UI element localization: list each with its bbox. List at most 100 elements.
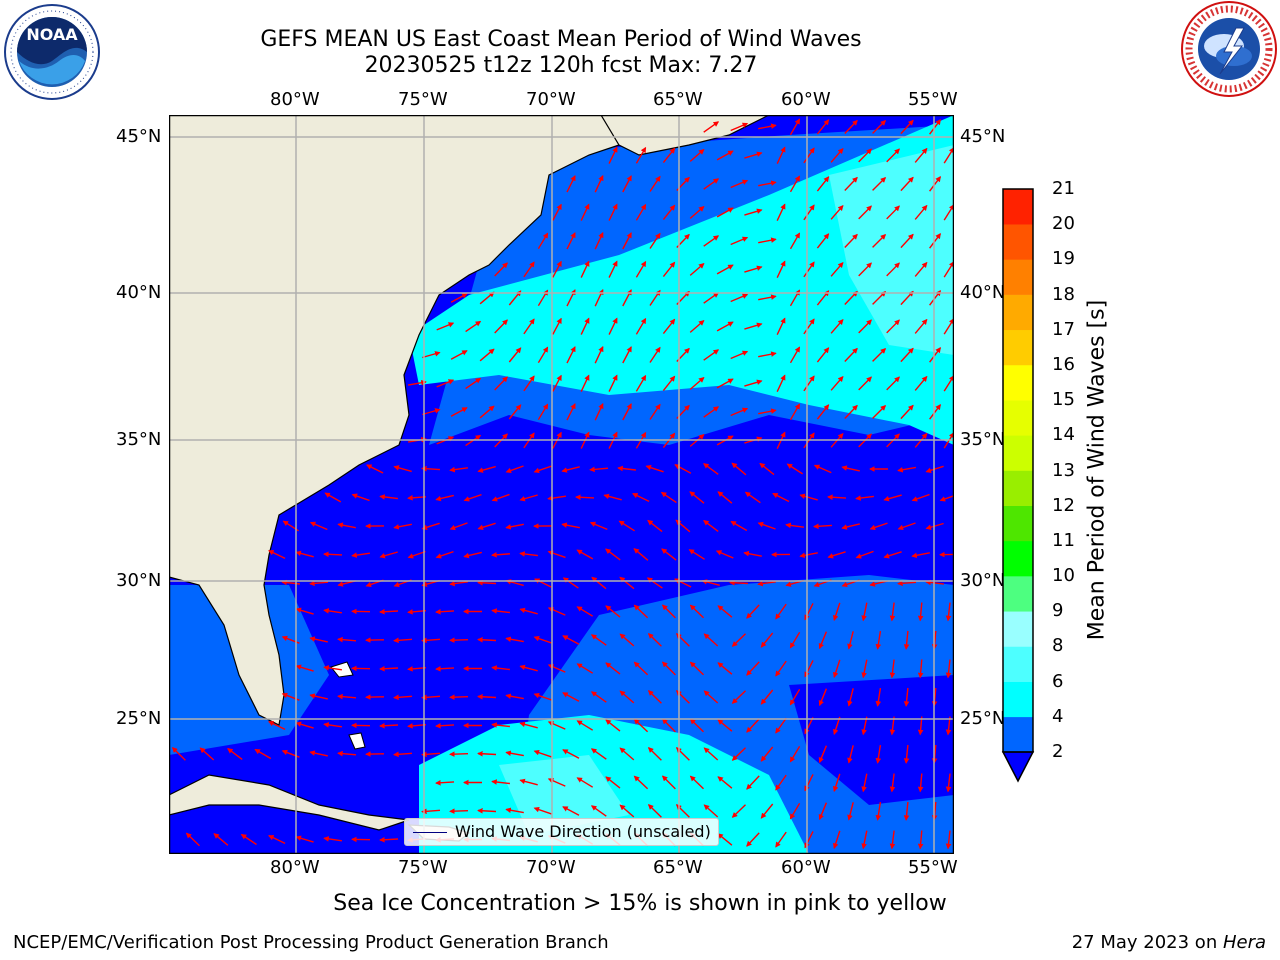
wind-wave-arrow	[605, 662, 621, 675]
wind-wave-arrow	[776, 374, 786, 392]
wind-wave-arrow	[886, 148, 900, 163]
wind-wave-arrow	[508, 404, 522, 420]
wind-wave-arrow	[407, 379, 427, 386]
wind-wave-arrow	[758, 351, 777, 358]
wind-wave-arrow	[746, 832, 760, 847]
wind-wave-arrow	[491, 493, 510, 502]
wind-wave-arrow	[268, 834, 286, 845]
wind-wave-arrow	[689, 661, 704, 676]
wind-wave-arrow	[776, 146, 786, 164]
wind-wave-arrow	[760, 632, 774, 648]
wind-wave-arrow	[566, 346, 576, 364]
wind-wave-arrow	[730, 122, 749, 132]
wind-wave-arrow	[537, 346, 549, 364]
wind-wave-arrow	[449, 522, 468, 531]
noaa-logo: NOAA	[4, 4, 100, 100]
wind-wave-arrow	[605, 605, 621, 618]
colorbar-band	[1003, 646, 1033, 682]
wind-wave-arrow	[622, 403, 632, 421]
wind-wave-arrow	[689, 376, 705, 390]
wind-wave-arrow	[605, 719, 621, 732]
wind-wave-arrow	[435, 608, 455, 615]
wind-wave-arrow	[635, 374, 647, 392]
wind-wave-arrow	[816, 119, 830, 135]
wind-wave-arrow	[463, 493, 482, 502]
wind-wave-arrow	[703, 520, 719, 532]
wind-wave-arrow	[872, 347, 887, 362]
wind-wave-arrow	[562, 577, 579, 589]
wind-wave-arrow	[789, 802, 801, 820]
wind-wave-arrow	[943, 318, 954, 335]
wind-wave-arrow	[619, 633, 635, 647]
wind-wave-arrow	[552, 317, 562, 335]
wind-wave-arrow	[730, 407, 749, 417]
wind-wave-arrow	[757, 521, 776, 530]
colorbar-band	[1003, 224, 1033, 260]
wind-wave-arrow	[662, 204, 676, 221]
colorbar-extend-arrow	[1001, 751, 1035, 783]
wind-wave-arrow	[858, 148, 872, 163]
map-subtitle: 20230525 t12z 120h fcst Max: 7.27	[364, 53, 758, 78]
colorbar-band	[1003, 716, 1033, 753]
wind-wave-arrow	[730, 520, 748, 532]
wind-wave-arrow	[494, 319, 508, 334]
wind-wave-arrow	[547, 495, 567, 501]
wind-wave-arrow	[816, 233, 830, 249]
wind-wave-arrow	[393, 465, 412, 473]
wind-wave-arrow	[900, 347, 914, 363]
wind-wave-arrow	[351, 493, 370, 502]
wind-wave-arrow	[827, 494, 847, 501]
wind-wave-arrow	[477, 522, 496, 530]
wind-wave-arrow	[619, 804, 635, 818]
wind-wave-arrow	[309, 750, 328, 757]
wind-wave-arrow	[576, 663, 594, 674]
lon-tick-top: 75°W	[398, 89, 448, 110]
colorbar-band	[1003, 259, 1033, 295]
wind-wave-arrow	[407, 550, 426, 559]
colorbar-band	[1003, 189, 1033, 225]
wind-wave-arrow	[775, 831, 787, 848]
wind-wave-arrow	[818, 745, 828, 764]
colorbar-band	[1003, 681, 1033, 718]
wind-wave-arrow	[337, 522, 356, 529]
wind-wave-arrow	[309, 521, 328, 531]
wind-wave-arrow	[861, 773, 868, 793]
wind-wave-arrow	[576, 777, 594, 788]
lat-tick-right: 30°N	[960, 570, 1006, 591]
wind-wave-arrow	[703, 690, 719, 704]
wind-wave-arrow	[523, 375, 535, 392]
wind-wave-arrow	[758, 180, 777, 187]
wind-wave-arrow	[883, 551, 902, 559]
wind-wave-arrow	[580, 374, 590, 392]
wind-wave-arrow	[254, 748, 272, 760]
wind-wave-arrow	[407, 609, 427, 615]
lat-tick-left: 30°N	[116, 570, 162, 591]
wind-wave-arrow	[889, 659, 896, 679]
colorbar-tick-label: 14	[1052, 424, 1075, 446]
wind-wave-arrow	[449, 694, 469, 700]
wind-wave-arrow	[646, 577, 663, 589]
wind-wave-arrow	[450, 407, 468, 417]
wind-wave-arrow	[945, 602, 952, 622]
wind-wave-arrow	[323, 608, 343, 614]
wind-wave-arrow	[746, 604, 760, 619]
wind-wave-arrow	[914, 204, 928, 220]
wind-wave-arrow	[914, 261, 928, 277]
colorbar-tick-label: 16	[1052, 353, 1075, 375]
wind-wave-arrow	[861, 830, 868, 850]
wind-wave-arrow	[435, 494, 454, 502]
map-legend: Wind Wave Direction (unscaled)	[404, 818, 719, 846]
wind-wave-arrow	[295, 664, 314, 672]
wind-wave-arrow	[463, 551, 482, 559]
wind-wave-arrow	[903, 744, 910, 764]
lat-tick-left: 35°N	[116, 429, 162, 450]
wind-wave-arrow	[594, 345, 604, 364]
wind-wave-arrow	[689, 319, 705, 333]
wind-wave-arrow	[608, 203, 618, 221]
wind-wave-arrow	[943, 147, 954, 164]
wind-wave-arrow	[875, 744, 882, 764]
wind-wave-arrow	[703, 633, 719, 647]
footer-date-text: 27 May 2023 on	[1071, 932, 1223, 953]
wind-wave-arrow	[775, 717, 787, 734]
wind-wave-arrow	[900, 404, 914, 420]
